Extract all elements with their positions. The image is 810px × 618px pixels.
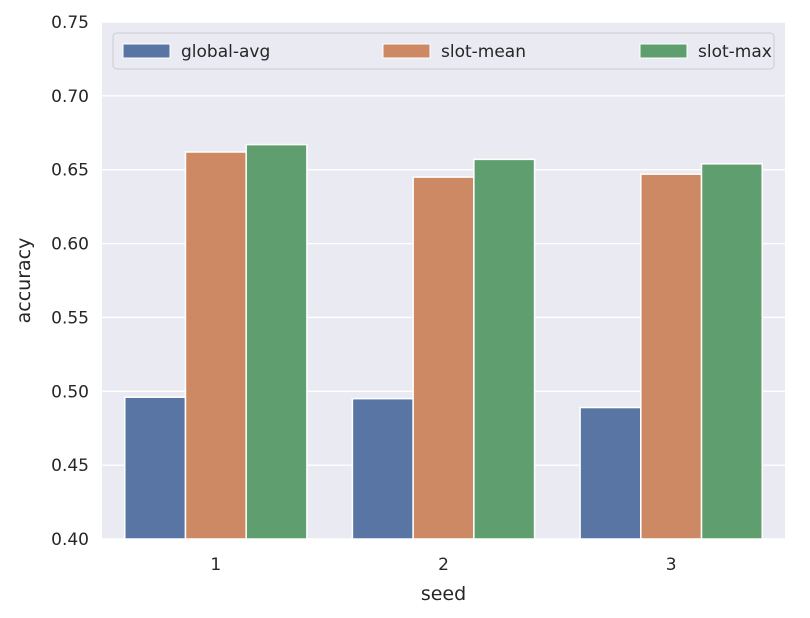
bar-slot-max-seed-3 <box>700 163 763 540</box>
legend-box <box>112 32 775 70</box>
bar-slot-mean-seed-3 <box>640 173 703 540</box>
x-axis-ticks: 1 2 3 <box>210 555 676 575</box>
y-axis-ticks: 0.40 0.45 0.50 0.55 0.60 0.65 0.70 0.75 <box>51 13 89 550</box>
y-tick-label: 0.65 <box>51 161 89 181</box>
bar-slot-max-seed-1 <box>245 143 308 540</box>
bar-global-avg-seed-1 <box>124 396 187 540</box>
y-tick-label: 0.45 <box>51 456 89 476</box>
x-tick-label: 2 <box>438 555 449 575</box>
legend-swatch-slot-mean <box>382 43 431 59</box>
legend-label-global-avg: global-avg <box>181 42 270 62</box>
y-tick-label: 0.75 <box>51 13 89 33</box>
legend-swatch-slot-max <box>639 43 688 59</box>
y-axis-label: accuracy <box>13 238 35 324</box>
y-tick-label: 0.50 <box>51 382 89 402</box>
bar-slot-mean-seed-1 <box>184 151 247 540</box>
y-tick-label: 0.70 <box>51 87 89 107</box>
bars <box>124 143 763 540</box>
legend: global-avg slot-mean slot-max <box>112 32 775 70</box>
bar-slot-mean-seed-2 <box>412 176 475 540</box>
x-tick-label: 1 <box>210 555 221 575</box>
x-axis-label: seed <box>421 583 466 605</box>
y-tick-label: 0.60 <box>51 235 89 255</box>
bar-global-avg-seed-2 <box>351 397 414 540</box>
legend-label-slot-mean: slot-mean <box>441 42 526 62</box>
bar-global-avg-seed-3 <box>579 406 642 540</box>
bar-slot-max-seed-2 <box>473 158 536 540</box>
x-tick-label: 3 <box>666 555 677 575</box>
legend-swatch-global-avg <box>122 43 171 59</box>
y-tick-label: 0.55 <box>51 308 89 328</box>
y-tick-label: 0.40 <box>51 530 89 550</box>
legend-label-slot-max: slot-max <box>698 42 772 62</box>
